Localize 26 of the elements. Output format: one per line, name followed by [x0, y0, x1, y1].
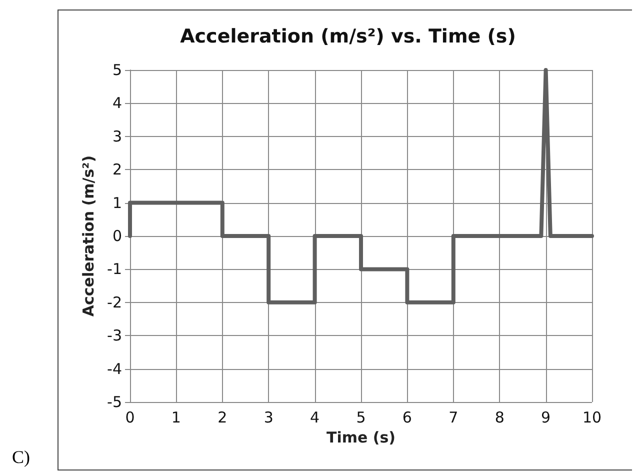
text: C): [12, 447, 30, 467]
x-tick-label: 0: [125, 408, 135, 426]
x-axis-title: Time (s): [326, 428, 396, 446]
y-tick-label: 1: [112, 194, 122, 212]
y-tick-label: -2: [107, 293, 122, 312]
x-tick-label: 2: [218, 408, 228, 426]
x-tick-label: 9: [541, 408, 551, 426]
y-tick-label: 0: [112, 227, 122, 245]
x-tick-label: 4: [310, 408, 320, 426]
y-tick-label: -1: [107, 260, 122, 278]
x-tick-label: 7: [448, 408, 458, 426]
x-tick-label: 3: [264, 408, 274, 426]
x-tick-label: 10: [582, 408, 602, 426]
y-tick-label: 3: [112, 127, 122, 146]
y-tick-label: -4: [107, 360, 122, 378]
y-tick-label: 4: [112, 94, 122, 112]
x-tick-label: 6: [402, 408, 412, 426]
y-tick-label: -5: [107, 393, 122, 411]
y-tick-label: -3: [107, 326, 122, 345]
x-tick-label: 1: [171, 408, 181, 426]
x-tick-label: 5: [356, 408, 366, 426]
y-tick-label: 2: [112, 160, 122, 179]
y-tick-label: 5: [112, 61, 122, 79]
chart-title: Acceleration (m/s²) vs. Time (s): [180, 26, 516, 48]
y-axis-title: Acceleration (m/s²): [80, 155, 98, 317]
x-tick-label: 8: [494, 408, 504, 426]
